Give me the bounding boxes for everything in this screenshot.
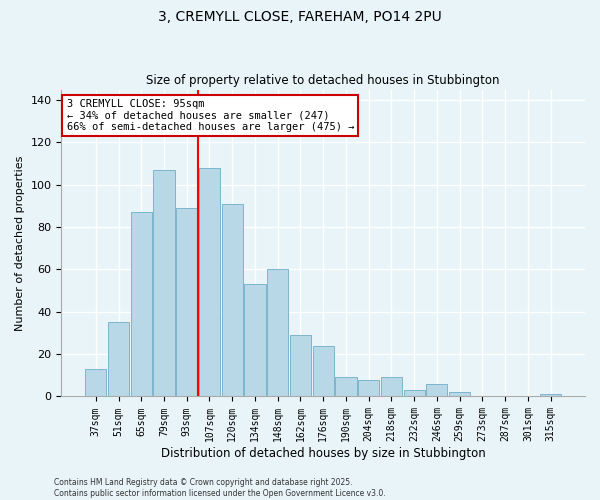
Bar <box>290 335 311 396</box>
Bar <box>427 384 448 396</box>
Bar <box>176 208 197 396</box>
Bar <box>540 394 561 396</box>
Title: Size of property relative to detached houses in Stubbington: Size of property relative to detached ho… <box>146 74 500 87</box>
Text: 3 CREMYLL CLOSE: 95sqm
← 34% of detached houses are smaller (247)
66% of semi-de: 3 CREMYLL CLOSE: 95sqm ← 34% of detached… <box>67 99 354 132</box>
X-axis label: Distribution of detached houses by size in Stubbington: Distribution of detached houses by size … <box>161 447 485 460</box>
Bar <box>267 270 288 396</box>
Text: Contains HM Land Registry data © Crown copyright and database right 2025.
Contai: Contains HM Land Registry data © Crown c… <box>54 478 386 498</box>
Bar <box>221 204 243 396</box>
Bar <box>335 378 356 396</box>
Y-axis label: Number of detached properties: Number of detached properties <box>15 156 25 330</box>
Bar <box>358 380 379 396</box>
Bar <box>404 390 425 396</box>
Bar <box>85 369 106 396</box>
Bar <box>154 170 175 396</box>
Bar <box>244 284 266 397</box>
Bar <box>313 346 334 397</box>
Bar <box>199 168 220 396</box>
Bar <box>381 378 402 396</box>
Bar <box>131 212 152 396</box>
Text: 3, CREMYLL CLOSE, FAREHAM, PO14 2PU: 3, CREMYLL CLOSE, FAREHAM, PO14 2PU <box>158 10 442 24</box>
Bar <box>108 322 129 396</box>
Bar <box>449 392 470 396</box>
